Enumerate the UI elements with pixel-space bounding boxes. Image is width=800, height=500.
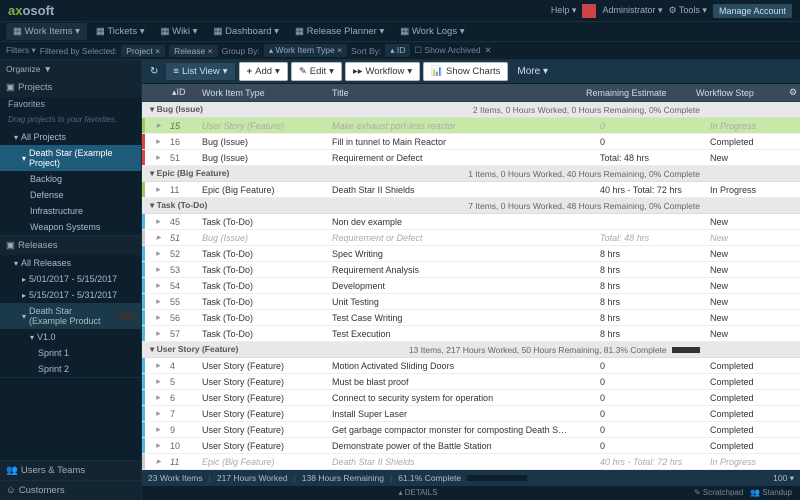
table-row[interactable]: ▸6User Story (Feature)Connect to securit… xyxy=(142,390,800,406)
table-row[interactable]: ▸10User Story (Feature)Demonstrate power… xyxy=(142,438,800,454)
customers-header[interactable]: ☺ Customers xyxy=(0,480,141,500)
show-archived[interactable]: ☐ Show Archived xyxy=(414,45,480,56)
status-pct: 61.1% Complete xyxy=(398,473,461,483)
status-remaining: 138 Hours Remaining xyxy=(302,473,384,483)
add-button[interactable]: +Add ▾ xyxy=(239,62,288,81)
nav-tab-work-items[interactable]: ▦ Work Items ▾ xyxy=(6,23,87,40)
group-by-label: Group By: xyxy=(222,46,260,56)
main-nav: ▦ Work Items ▾▦ Tickets ▾▦ Wiki ▾▦ Dashb… xyxy=(0,22,800,42)
table-row[interactable]: ▸7User Story (Feature)Install Super Lase… xyxy=(142,406,800,422)
project-item[interactable]: Backlog xyxy=(0,171,141,187)
table-row[interactable]: ▸15User Story (Feature)Make exhaust port… xyxy=(142,118,800,134)
project-item[interactable]: Infrastructure xyxy=(0,203,141,219)
col-title[interactable]: Title xyxy=(332,88,586,98)
nav-tab-tickets[interactable]: ▦ Tickets ▾ xyxy=(89,23,152,40)
col-estimate[interactable]: Remaining Estimate xyxy=(586,88,696,98)
admin-menu[interactable]: Administrator ▾ xyxy=(602,5,662,16)
favorites-hint: Drag projects to your favorites. xyxy=(0,111,141,129)
tools-menu[interactable]: ⚙ Tools ▾ xyxy=(668,5,706,16)
refresh-icon[interactable]: ↻ xyxy=(146,66,162,77)
main-area: ↻ ≡ List View ▾ +Add ▾ ✎ Edit ▾ ▸▸ Workf… xyxy=(142,60,800,500)
table-row[interactable]: ▸52Task (To-Do)Spec Writing8 hrsNew xyxy=(142,246,800,262)
organize-header[interactable]: Organize ▼ xyxy=(0,60,141,78)
status-items: 23 Work Items xyxy=(148,473,203,483)
nav-tab-release-planner[interactable]: ▦ Release Planner ▾ xyxy=(288,23,391,40)
group-by-value[interactable]: ▴ Work Item Type × xyxy=(264,44,347,57)
filtered-label: Filtered by Selected: xyxy=(40,46,117,56)
clear-filters[interactable]: ✕ xyxy=(485,45,492,56)
avatar[interactable] xyxy=(582,4,596,18)
group-header[interactable]: ▾ Task (To-Do)7 Items, 0 Hours Worked, 4… xyxy=(142,198,800,214)
sprint-item[interactable]: Sprint 2 xyxy=(0,361,141,377)
all-releases[interactable]: All Releases xyxy=(0,255,141,271)
grid-settings-icon[interactable]: ⚙ xyxy=(786,87,800,98)
group-header[interactable]: ▾ User Story (Feature)13 Items, 217 Hour… xyxy=(142,342,800,358)
table-row[interactable]: ▸5User Story (Feature)Must be blast proo… xyxy=(142,374,800,390)
show-charts-button[interactable]: 📊 Show Charts xyxy=(423,62,508,81)
table-row[interactable]: ▸57Task (To-Do)Test Execution8 hrsNew xyxy=(142,326,800,342)
toolbar: ↻ ≡ List View ▾ +Add ▾ ✎ Edit ▾ ▸▸ Workf… xyxy=(142,60,800,84)
table-row[interactable]: ▸4User Story (Feature)Motion Activated S… xyxy=(142,358,800,374)
edit-button[interactable]: ✎ Edit ▾ xyxy=(291,62,342,81)
filters-label[interactable]: Filters ▾ xyxy=(6,45,36,56)
sort-by-value[interactable]: ▴ ID xyxy=(385,44,410,57)
status-progress xyxy=(467,475,527,481)
table-row[interactable]: ▸45Task (To-Do)Non dev exampleNew xyxy=(142,214,800,230)
app-header: axosoft Help ▾ Administrator ▾ ⚙ Tools ▾… xyxy=(0,0,800,22)
table-row[interactable]: ▸51Bug (Issue)Requirement or DefectTotal… xyxy=(142,230,800,246)
nav-tab-dashboard[interactable]: ▦ Dashboard ▾ xyxy=(206,23,286,40)
project-item[interactable]: Defense xyxy=(0,187,141,203)
col-workflow[interactable]: Workflow Step xyxy=(696,88,786,98)
group-header[interactable]: ▾ Bug (Issue)2 Items, 0 Hours Worked, 0 … xyxy=(142,102,800,118)
projects-header[interactable]: ▣ Projects xyxy=(0,78,141,97)
logo: axosoft xyxy=(8,3,54,18)
status-worked: 217 Hours Worked xyxy=(217,473,288,483)
col-id[interactable]: ▴ID xyxy=(170,87,202,98)
product-death-star[interactable]: Death Star (Example Product xyxy=(0,303,141,329)
table-row[interactable]: ▸16Bug (Issue)Fill in tunnel to Main Rea… xyxy=(142,134,800,150)
project-death-star[interactable]: Death Star (Example Project) xyxy=(0,145,141,171)
sort-by-label: Sort By: xyxy=(351,46,381,56)
filter-chip-release[interactable]: Release × xyxy=(169,45,218,57)
group-header[interactable]: ▾ Epic (Big Feature)1 Items, 0 Hours Wor… xyxy=(142,166,800,182)
users-teams-header[interactable]: 👥 Users & Teams xyxy=(0,460,141,480)
table-row[interactable]: ▸56Task (To-Do)Test Case Writing8 hrsNew xyxy=(142,310,800,326)
table-row[interactable]: ▸9User Story (Feature)Get garbage compac… xyxy=(142,422,800,438)
filter-chip-project[interactable]: Project × xyxy=(121,45,165,57)
all-projects[interactable]: All Projects xyxy=(0,129,141,145)
details-bar[interactable]: ▴ DETAILS ✎ Scratchpad 👥 Standup xyxy=(142,486,800,500)
nav-tab-wiki[interactable]: ▦ Wiki ▾ xyxy=(153,23,204,40)
release-date-1[interactable]: 5/01/2017 - 5/15/2017 xyxy=(0,271,141,287)
table-row[interactable]: ▸53Task (To-Do)Requirement Analysis8 hrs… xyxy=(142,262,800,278)
workflow-button[interactable]: ▸▸ Workflow▾ xyxy=(345,62,420,81)
manage-account-button[interactable]: Manage Account xyxy=(713,4,792,18)
favorites-label: Favorites xyxy=(0,97,141,111)
sprint-item[interactable]: Sprint 1 xyxy=(0,345,141,361)
table-row[interactable]: ▸54Task (To-Do)Development8 hrsNew xyxy=(142,278,800,294)
releases-header[interactable]: ▣ Releases xyxy=(0,236,141,255)
more-menu[interactable]: More ▾ xyxy=(511,66,554,77)
col-type[interactable]: Work Item Type xyxy=(202,88,332,98)
table-row[interactable]: ▸11Epic (Big Feature)Death Star II Shiel… xyxy=(142,182,800,198)
nav-tab-work-logs[interactable]: ▦ Work Logs ▾ xyxy=(393,23,471,40)
status-bar: 23 Work Items| 217 Hours Worked| 138 Hou… xyxy=(142,470,800,486)
help-link[interactable]: Help ▾ xyxy=(551,5,577,16)
sidebar: Organize ▼ ▣ Projects Favorites Drag pro… xyxy=(0,60,142,500)
list-view-button[interactable]: ≡ List View ▾ xyxy=(165,62,235,81)
table-row[interactable]: ▸51Bug (Issue)Requirement or DefectTotal… xyxy=(142,150,800,166)
release-v1[interactable]: V1.0 xyxy=(0,329,141,345)
project-item[interactable]: Weapon Systems xyxy=(0,219,141,235)
grid-header: ▴ID Work Item Type Title Remaining Estim… xyxy=(142,84,800,102)
table-row[interactable]: ▸11Epic (Big Feature)Death Star II Shiel… xyxy=(142,454,800,470)
table-row[interactable]: ▸55Task (To-Do)Unit Testing8 hrsNew xyxy=(142,294,800,310)
filters-bar: Filters ▾ Filtered by Selected: Project … xyxy=(0,42,800,60)
grid[interactable]: ▾ Bug (Issue)2 Items, 0 Hours Worked, 0 … xyxy=(142,102,800,470)
release-date-2[interactable]: 5/15/2017 - 5/31/2017 xyxy=(0,287,141,303)
page-size[interactable]: 100 ▾ xyxy=(773,473,794,484)
